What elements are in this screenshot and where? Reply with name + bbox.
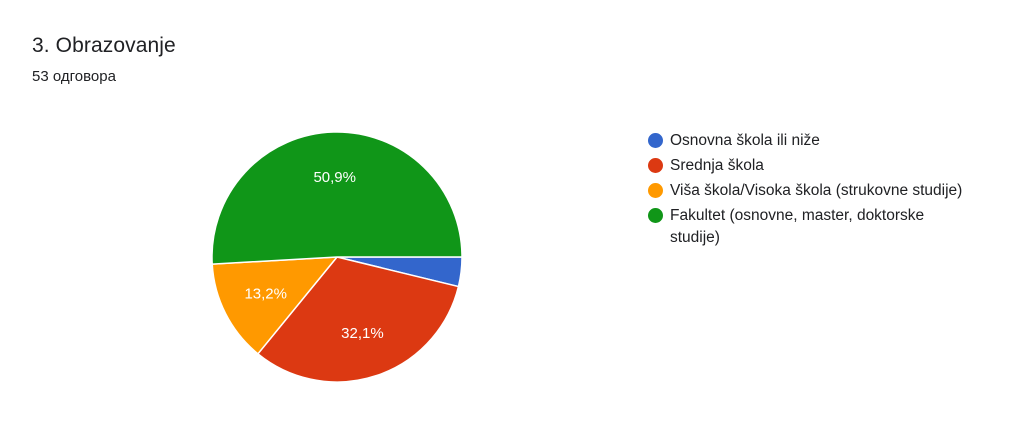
pie-slice[interactable] xyxy=(211,256,339,355)
slice-label: 13,2% xyxy=(244,285,287,302)
slice-label: 50,9% xyxy=(313,169,356,186)
pie-slice[interactable] xyxy=(211,131,463,265)
legend-swatch xyxy=(648,158,663,173)
legend-label: Osnovna škola ili niže xyxy=(670,132,820,149)
legend-swatch xyxy=(648,133,663,148)
legend-item-srednja[interactable]: Srednja škola xyxy=(648,155,978,177)
legend-item-osnovna[interactable]: Osnovna škola ili niže xyxy=(648,130,978,152)
legend-swatch xyxy=(648,183,663,198)
slice-label: 32,1% xyxy=(341,325,384,342)
legend-label: Fakultet (osnovne, master, doktorske stu… xyxy=(670,207,925,246)
legend-label: Viša škola/Visoka škola (strukovne studi… xyxy=(670,182,963,199)
legend-item-fakultet[interactable]: Fakultet (osnovne, master, doktorske stu… xyxy=(648,205,978,249)
response-count: 53 одговора xyxy=(32,68,116,85)
legend: Osnovna škola ili niže Srednja škola Viš… xyxy=(648,130,978,252)
pie-slices xyxy=(211,131,463,383)
pie-slice[interactable] xyxy=(256,256,460,383)
legend-swatch xyxy=(648,208,663,223)
question-title: 3. Obrazovanje xyxy=(32,34,176,57)
pie-labels: 32,1% 13,2% 50,9% xyxy=(244,169,383,342)
legend-label: Srednja škola xyxy=(670,157,764,174)
legend-item-visa[interactable]: Viša škola/Visoka škola (strukovne studi… xyxy=(648,180,978,202)
